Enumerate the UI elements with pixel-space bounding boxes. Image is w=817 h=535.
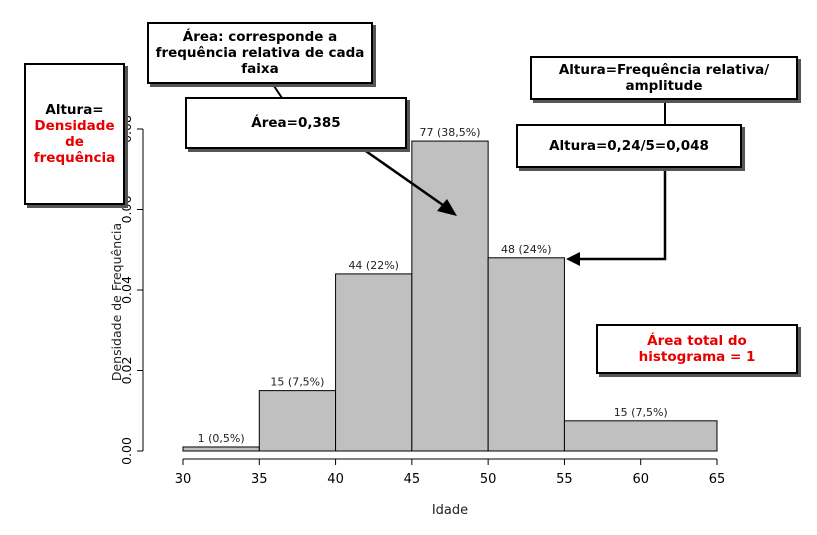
x-tick-label: 65: [709, 472, 726, 487]
height-formula-box: Altura=Frequência relativa/ amplitude: [530, 56, 798, 100]
bar-data-label: 15 (7,5%): [270, 376, 324, 389]
altura-red-line-2: de: [65, 134, 84, 150]
histogram-bar: [258, 390, 337, 452]
x-tick-label: 30: [175, 472, 192, 487]
altura-title: Altura=: [45, 102, 104, 118]
arrow-height-line: [578, 167, 667, 261]
x-tick-label: 45: [404, 472, 421, 487]
histogram-bar: [487, 257, 565, 452]
x-tick-label: 55: [556, 472, 573, 487]
y-tick-label: 0.02: [119, 357, 134, 385]
histogram-bar: [335, 273, 413, 452]
histogram-bar: [411, 140, 489, 452]
altura-density-box: Altura= Densidade de frequência: [24, 63, 125, 205]
altura-red-line-3: frequência: [33, 150, 116, 166]
y-axis-title: Densidade de Frequência: [109, 223, 124, 381]
arrow-height-head: [566, 252, 580, 266]
area-value-text: Área=0,385: [251, 115, 341, 131]
area-value-box: Área=0,385: [185, 97, 407, 149]
histogram-bar: [563, 420, 718, 452]
histogram-bar: [182, 446, 260, 452]
bar-data-label: 1 (0,5%): [198, 432, 245, 445]
bar-data-label: 44 (22%): [348, 259, 399, 272]
x-tick-label: 35: [251, 472, 268, 487]
plot-area: 1 (0,5%) 15 (7,5%) 44 (22%) 77 (38,5%) 48 (2…: [109, 115, 725, 518]
x-tick-label: 40: [327, 472, 344, 487]
x-axis-title: Idade: [432, 503, 468, 518]
x-tick-label: 60: [632, 472, 649, 487]
height-value-text: Altura=0,24/5=0,048: [549, 138, 709, 154]
bar-data-label: 15 (7,5%): [614, 406, 668, 419]
arrow-area-line: [349, 138, 451, 212]
area-description-text: Área: corresponde a frequência relativa …: [155, 29, 365, 77]
altura-red-line-1: Densidade: [34, 118, 115, 134]
area-description-box: Área: corresponde a frequência relativa …: [147, 22, 373, 84]
x-tick-label: 50: [480, 472, 497, 487]
total-area-text: Área total do histograma = 1: [638, 333, 756, 365]
y-tick-label: 0.00: [119, 437, 134, 465]
total-area-box: Área total do histograma = 1: [596, 324, 798, 374]
height-formula-text: Altura=Frequência relativa/ amplitude: [558, 62, 770, 94]
arrow-area-head: [437, 199, 457, 216]
connector-area-desc: [271, 82, 283, 99]
bar-data-label: 48 (24%): [501, 243, 552, 256]
height-value-box: Altura=0,24/5=0,048: [516, 124, 742, 168]
y-tick-label: 0.04: [119, 276, 134, 304]
bar-data-label: 77 (38,5%): [419, 126, 480, 139]
